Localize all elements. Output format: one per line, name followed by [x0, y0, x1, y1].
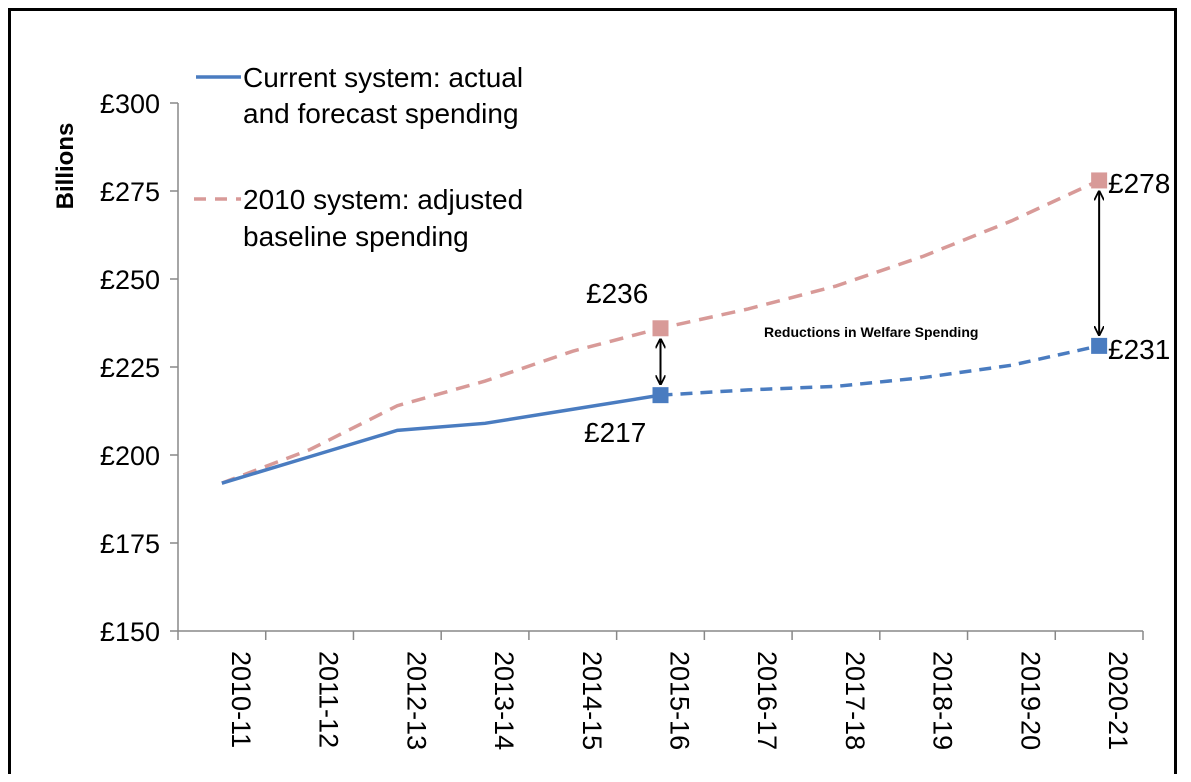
data-label-baseline-2020-21: £278 [1108, 168, 1170, 199]
x-tick-label: 2018-19 [928, 651, 958, 750]
x-tick-label: 2010-11 [226, 651, 256, 748]
chart-frame: £150 £175 £200 £225 £250 £275 £300 2010-11 2011… [8, 8, 1177, 774]
data-label-baseline-2015-16: £236 [586, 278, 648, 309]
y-tick-label: £175 [100, 529, 160, 559]
x-tick-label: 2012-13 [401, 651, 431, 750]
marker-current-2015-16 [652, 387, 669, 404]
y-tick-label: £150 [100, 617, 160, 647]
data-label-current-2015-16: £217 [584, 417, 646, 448]
x-tick-label: 2019-20 [1015, 651, 1045, 750]
x-tick-label: 2013-14 [489, 651, 519, 750]
x-tick-label: 2015-16 [665, 651, 695, 750]
marker-baseline-2020-21 [1091, 172, 1108, 189]
marker-current-2020-21 [1091, 337, 1108, 354]
welfare-spending-line-chart: £150 £175 £200 £225 £250 £275 £300 2010-11 2011… [52, 62, 1170, 750]
x-tick-label: 2014-15 [577, 651, 607, 750]
x-tick-label: 2020-21 [1103, 651, 1133, 750]
y-tick-label: £250 [100, 265, 160, 295]
legend-current-label-line1: Current system: actual [243, 62, 523, 93]
legend-current-label-line2: and forecast spending [243, 98, 519, 129]
x-tick-label: 2017-18 [840, 651, 870, 750]
y-tick-label: £200 [100, 441, 160, 471]
marker-baseline-2015-16 [652, 320, 669, 337]
x-tick-label: 2016-17 [752, 651, 782, 750]
series-line-current-actual [221, 393, 661, 485]
legend-baseline-label-line1: 2010 system: adjusted [243, 184, 523, 215]
legend-baseline-label-line2: baseline spending [243, 221, 469, 252]
y-tick-label: £225 [100, 353, 160, 383]
y-tick-label: £300 [100, 89, 160, 119]
x-tick-label: 2011-12 [314, 651, 344, 748]
data-label-current-2020-21: £231 [1108, 334, 1170, 365]
series-line-current-forecast [660, 344, 1100, 397]
y-axis-title: Billions [52, 123, 79, 210]
annotation-reductions: Reductions in Welfare Spending [764, 324, 978, 340]
legend: Current system: actual and forecast spen… [194, 62, 523, 252]
y-tick-label: £275 [100, 177, 160, 207]
